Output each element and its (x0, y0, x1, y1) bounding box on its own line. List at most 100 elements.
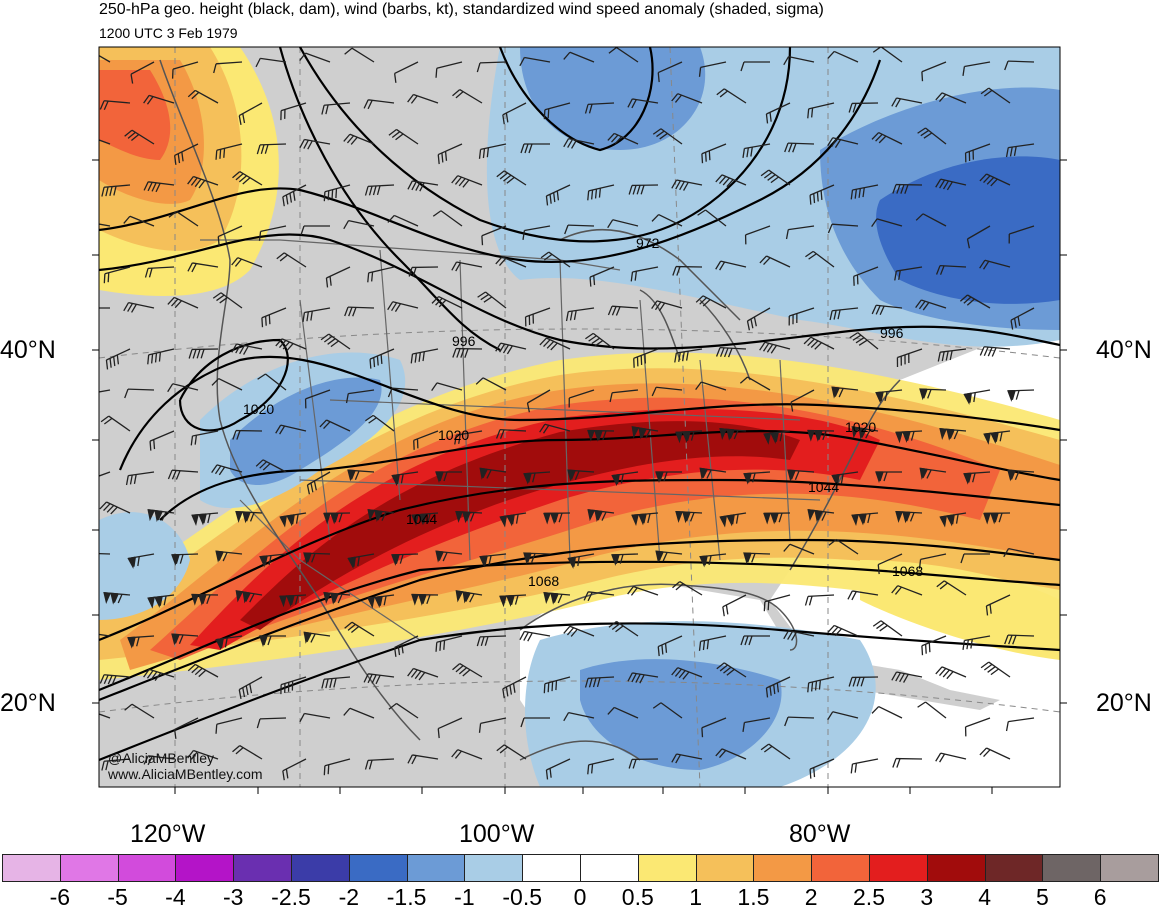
wind-barb (408, 266, 439, 277)
map-frame (98, 46, 1061, 788)
wind-barb (495, 256, 527, 268)
wind-barb (979, 747, 1011, 760)
wind-barb (759, 255, 791, 268)
contour-label: 1068 (528, 573, 559, 589)
wind-barb (168, 210, 199, 227)
wind-barb (452, 347, 483, 358)
wind-barb (99, 708, 111, 719)
wind-barb (765, 102, 791, 124)
wind-barb (915, 213, 947, 227)
colorbar-swatch (753, 854, 813, 882)
wind-barb (743, 552, 771, 565)
wind-barb (481, 225, 507, 246)
wind-barb (495, 428, 527, 439)
axis-ticks (92, 159, 1067, 794)
wind-barb (827, 223, 859, 234)
wind-barb (651, 300, 683, 312)
wind-barb (387, 301, 419, 313)
wind-barb (364, 184, 395, 196)
wind-barb (543, 592, 571, 605)
wind-barb (171, 553, 199, 566)
credit-handle: @AliciaMBentley (108, 750, 215, 766)
wind-barb (740, 635, 770, 646)
wind-barb (367, 594, 395, 609)
wind-barb (827, 137, 859, 149)
colorbar-swatch (984, 854, 1044, 882)
wind-barb (212, 292, 243, 309)
wind-barb (875, 471, 902, 484)
wind-barb (631, 512, 659, 527)
height-contour (299, 47, 792, 243)
wind-barb (851, 512, 879, 527)
height-contour (99, 478, 1060, 642)
wind-barb (848, 676, 879, 687)
wind-barb (299, 712, 331, 723)
contour-label: 1044 (406, 511, 437, 527)
wind-barb (187, 262, 219, 273)
wind-barb (763, 430, 791, 445)
wind-barb (455, 590, 483, 604)
height-contours (99, 47, 1060, 762)
wind-barb (917, 127, 947, 145)
wind-barb (919, 388, 947, 401)
wind-barb (275, 424, 307, 435)
wind-barb (657, 61, 683, 83)
wind-barb (325, 266, 351, 288)
wind-barb (722, 594, 747, 617)
wind-barb (143, 668, 175, 682)
wind-barb (211, 378, 243, 391)
wind-barb (760, 743, 791, 760)
wind-barb (437, 717, 463, 739)
wind-barb (479, 467, 507, 480)
political-borders (200, 239, 821, 641)
colorbar-swatch (2, 854, 61, 882)
wind-barb (99, 552, 111, 555)
wind-barb (479, 553, 507, 568)
wind-barb (915, 299, 947, 311)
wind-barb (848, 102, 879, 113)
wind-barb (966, 225, 991, 249)
wind-barb (1004, 60, 1035, 71)
wind-barb (190, 430, 219, 446)
wind-barb (543, 512, 571, 525)
wind-barb (628, 758, 659, 769)
wind-barb (124, 129, 155, 145)
anomaly-band (99, 512, 190, 620)
wind-barb (701, 717, 727, 738)
wind-barb (790, 389, 815, 412)
wind-barb (451, 175, 483, 188)
wind-barb (699, 553, 727, 568)
wind-barb (280, 676, 307, 695)
wind-barb (123, 301, 155, 313)
contour-label: 972 (636, 235, 660, 251)
wind-barb (393, 61, 419, 83)
wind-barb (657, 635, 683, 657)
wind-barb (321, 102, 351, 115)
wind-barb (187, 749, 219, 760)
wind-barb (173, 143, 199, 165)
wind-barb (191, 512, 219, 527)
wind-barb (276, 252, 307, 268)
wind-barb (302, 307, 331, 322)
wind-barb (123, 215, 155, 227)
wind-barb (763, 594, 791, 612)
wind-barb (455, 510, 483, 524)
wind-barb (918, 553, 947, 569)
wind-barb (187, 175, 219, 189)
wind-barb (607, 706, 639, 719)
wind-barb (217, 225, 243, 247)
wind-barb (937, 348, 967, 362)
wind-barb (607, 305, 639, 316)
wind-barb (921, 635, 947, 656)
wind-barb (784, 716, 815, 727)
wind-barb (1003, 547, 1035, 558)
wind-barb (410, 348, 439, 364)
height-contour (278, 47, 501, 351)
wind-barb (343, 133, 375, 145)
lat-label-20n-left: 20°N (0, 689, 56, 717)
wind-barb (101, 184, 131, 197)
wind-barb (652, 702, 683, 719)
wind-barb (231, 257, 263, 268)
wind-barb (983, 430, 1011, 445)
wind-barb (391, 471, 419, 487)
